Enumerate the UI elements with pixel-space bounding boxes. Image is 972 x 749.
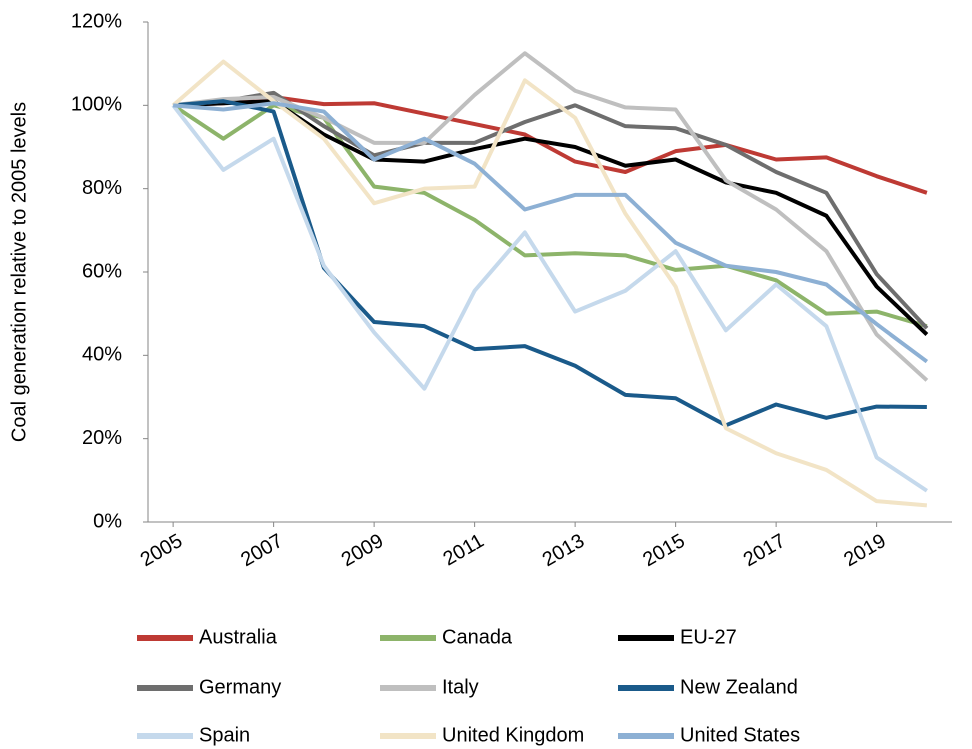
x-tick-label: 2007: [237, 530, 287, 571]
x-tick-label: 2009: [338, 530, 388, 571]
x-tick-label: 2013: [539, 530, 589, 571]
series-line: [172, 99, 927, 428]
y-tick-label: 20%: [82, 427, 122, 449]
legend-label: Australia: [199, 626, 278, 648]
x-tick-label: 2017: [740, 530, 790, 571]
series-line: [172, 103, 928, 329]
legend-label: United Kingdom: [442, 724, 584, 746]
series-line: [172, 101, 929, 364]
series-line: [173, 95, 928, 195]
y-tick-label: 120%: [71, 10, 122, 32]
y-tick-label: 60%: [82, 260, 122, 282]
y-axis-label: Coal generation relative to 2005 levels: [8, 102, 30, 442]
series-line: [171, 59, 928, 508]
y-tick-label: 0%: [93, 510, 122, 532]
y-tick-label: 40%: [82, 344, 122, 366]
legend-label: EU-27: [680, 626, 737, 648]
legend-label: Germany: [199, 676, 281, 698]
series-line: [173, 99, 929, 336]
legend-label: Italy: [442, 676, 479, 698]
legend-label: Canada: [442, 626, 513, 648]
legend-label: Spain: [199, 724, 250, 746]
series-line: [172, 51, 929, 382]
legend-label: New Zealand: [680, 676, 798, 698]
y-tick-label: 80%: [82, 177, 122, 199]
y-tick-label: 100%: [71, 94, 122, 116]
legend-label: United States: [680, 724, 800, 746]
x-tick-label: 2015: [639, 530, 689, 571]
series-line: [171, 104, 928, 493]
x-tick-label: 2019: [840, 530, 890, 571]
x-tick-label: 2005: [137, 530, 187, 571]
x-tick-label: 2011: [440, 530, 488, 571]
